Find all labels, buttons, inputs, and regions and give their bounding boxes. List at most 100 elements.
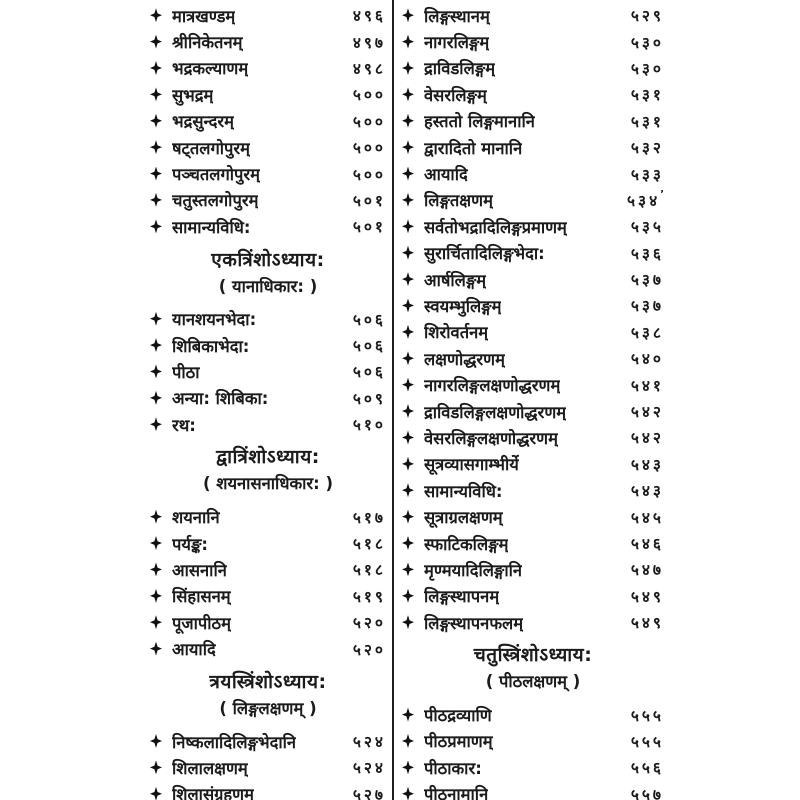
toc-entry: स्वयम्भुलिङ्गम् ५३७ xyxy=(402,292,664,318)
toc-entry: द्राविडलिङ्गम् ५३० xyxy=(402,55,664,81)
entry-title: वेसरलिङ्गलक्षणोद्धरणम् xyxy=(424,428,558,448)
toc-entry: श्रीनिकेतनम् ४९७ xyxy=(150,28,386,54)
entry-title: द्वारादितो मानानि xyxy=(424,138,523,158)
four-pointed-star-bullet-icon xyxy=(402,87,414,102)
entry-page-number: ५०६ xyxy=(352,337,386,356)
entry-title: सामान्यविधि: xyxy=(424,481,503,501)
entry-title: पीठद्रव्याणि xyxy=(424,706,492,726)
toc-entry: वेसरलिङ्गलक्षणोद्धरणम् ५४२ xyxy=(402,424,664,450)
entry-page-number: ५२७ xyxy=(352,785,386,800)
four-pointed-star-bullet-icon xyxy=(402,760,414,775)
entry-page-number: ५४७ xyxy=(630,561,664,580)
four-pointed-star-bullet-icon xyxy=(150,192,162,207)
entry-page-number: ५०६ xyxy=(352,310,386,329)
entry-title: पीठाकार: xyxy=(424,758,482,778)
chapter-title: द्वात्रिंशोऽध्याय: xyxy=(216,446,320,469)
entry-page-number: ५५५ xyxy=(630,732,664,751)
entry-page-number: ५२० xyxy=(352,640,386,659)
entry-page-number: ५४२ xyxy=(630,429,664,448)
entry-page-number: ५४६ xyxy=(630,535,664,553)
entry-title: आयादि xyxy=(424,165,468,185)
entry-title: हस्ततो लिङ्गमानानि xyxy=(424,112,535,132)
entry-title: पञ्चतलगोपुरम् xyxy=(172,165,261,185)
toc-entry: यानशयनभेदा: ५०६ xyxy=(150,306,386,332)
entry-title: सुभद्रम् xyxy=(172,85,214,105)
toc-entry: द्वारादितो मानानि ५३२ xyxy=(402,134,664,160)
toc-entry: आर्षलिङ्गम् ५३७ xyxy=(402,266,664,292)
toc-entry: निष्कलादिलिङ्गभेदानि ५२४ xyxy=(150,728,386,754)
entry-page-number: ५०१ xyxy=(352,218,386,237)
toc-entry: भद्रसुन्दरम् ५०० xyxy=(150,108,386,134)
entry-page-number: ५०१ xyxy=(352,191,386,210)
entry-page-number: ५१८ xyxy=(352,561,386,580)
toc-entry: हस्ततो लिङ्गमानानि ५३१ xyxy=(402,108,664,134)
toc-entry: षट्तलगोपुरम् ५०० xyxy=(150,134,386,160)
chapter-subtitle: ( पीठलक्षणम् ) xyxy=(485,672,581,692)
four-pointed-star-bullet-icon xyxy=(150,588,162,603)
four-pointed-star-bullet-icon xyxy=(150,219,162,234)
four-pointed-star-bullet-icon xyxy=(402,34,414,49)
entry-page-number: ५३५ xyxy=(630,218,664,237)
toc-entry: पर्यङ्क: ५१८ xyxy=(150,530,386,556)
entry-title: पीठनामानि xyxy=(424,785,489,800)
entry-page-number: ५४२ xyxy=(630,403,664,422)
four-pointed-star-bullet-icon xyxy=(402,351,414,366)
entry-title: शिलासंग्रहणम् xyxy=(172,785,254,800)
four-pointed-star-bullet-icon xyxy=(150,786,162,800)
four-pointed-star-bullet-icon xyxy=(402,60,414,75)
entry-page-number: ५१८ xyxy=(352,535,386,554)
toc-entry: लिङ्गस्थापनम् ५४९ xyxy=(402,583,664,609)
entry-title: आयादि xyxy=(172,640,216,660)
four-pointed-star-bullet-icon xyxy=(402,245,414,260)
toc-entry: लिङ्गस्थानम् ५२९ xyxy=(402,2,664,28)
entry-title: यानशयनभेदा: xyxy=(172,310,257,330)
entry-title: सिंहासनम् xyxy=(172,587,231,607)
entry-title: श्रीनिकेतनम् xyxy=(172,33,243,53)
chapter-title: एकत्रिंशोऽध्याय: xyxy=(211,248,325,271)
entry-page-number: ५४९ xyxy=(630,587,664,606)
entry-page-number: ५३० xyxy=(630,59,664,78)
toc-entry: मात्रखण्डम् ४९६ xyxy=(150,2,386,28)
entry-title: सूत्रव्यासगाम्भीर्ये xyxy=(424,455,519,475)
entry-title: अन्या: शिबिका: xyxy=(172,389,269,409)
four-pointed-star-bullet-icon xyxy=(402,324,414,339)
four-pointed-star-bullet-icon xyxy=(150,536,162,551)
four-pointed-star-bullet-icon xyxy=(402,404,414,419)
toc-entry: पीठद्रव्याणि ५५५ xyxy=(402,701,664,727)
toc-entry: सूत्राग्रलक्षणम् ५४५ xyxy=(402,503,664,529)
toc-entry: सुभद्रम् ५०० xyxy=(150,81,386,107)
toc-entry: सूत्रव्यासगाम्भीर्ये ५४३ xyxy=(402,451,664,477)
entry-page-number: ५२४ xyxy=(352,759,386,778)
toc-column-left: मात्रखण्डम् ४९६ श्रीनिकेतनम् ४९७ भद्रकल्याणम… xyxy=(150,2,386,800)
entry-title: मात्रखण्डम् xyxy=(172,6,236,26)
entry-title: वेसरलिङ्गम् xyxy=(424,85,487,105)
four-pointed-star-bullet-icon xyxy=(150,641,162,656)
four-pointed-star-bullet-icon xyxy=(402,509,414,524)
four-pointed-star-bullet-icon xyxy=(402,113,414,128)
four-pointed-star-bullet-icon xyxy=(150,734,162,748)
toc-entry: पीठनामानि ५५७ xyxy=(402,781,664,800)
four-pointed-star-bullet-icon xyxy=(150,140,162,155)
four-pointed-star-bullet-icon xyxy=(402,456,414,471)
entry-page-number: ५५६ xyxy=(630,759,664,778)
entry-page-number: ५४० xyxy=(630,350,664,369)
entry-title: लक्षणोद्धरणम् xyxy=(424,349,505,369)
toc-entry: सिंहासनम् ५१९ xyxy=(150,583,386,609)
entry-title: पूजापीठम् xyxy=(172,613,231,633)
toc-entry: शिरोवर्तनम् ५३८ xyxy=(402,319,664,345)
toc-entry: सुरार्चितादिलिङ्गभेदा: ५३६ xyxy=(402,240,664,266)
chapter-subtitle: ( लिङ्गलक्षणम् ) xyxy=(219,698,317,718)
toc-entry: चतुस्तलगोपुरम् ५०१ xyxy=(150,187,386,213)
four-pointed-star-bullet-icon xyxy=(402,562,414,577)
four-pointed-star-bullet-icon xyxy=(150,364,162,379)
entry-page-number: ५०९ xyxy=(352,389,386,408)
four-pointed-star-bullet-icon xyxy=(402,140,414,155)
toc-entry: भद्रकल्याणम् ४९८ xyxy=(150,55,386,81)
chapter-heading: एकत्रिंशोऽध्याय: ( यानाधिकार: ) xyxy=(150,240,386,306)
toc-entry: सर्वतोभद्रादिलिङ्गप्रमाणम् ५३५ xyxy=(402,213,664,239)
four-pointed-star-bullet-icon xyxy=(402,298,414,313)
entry-title: स्वयम्भुलिङ्गम् xyxy=(424,296,502,316)
entry-page-number: ५०० xyxy=(352,139,386,158)
entry-page-number: ४९८ xyxy=(352,59,386,78)
four-pointed-star-bullet-icon xyxy=(150,338,162,353)
